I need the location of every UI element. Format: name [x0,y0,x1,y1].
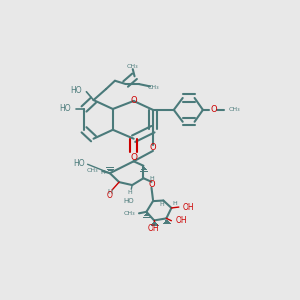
Text: O: O [150,143,156,152]
Text: H: H [160,202,164,207]
Text: O: O [130,153,137,162]
Text: OH: OH [175,216,187,225]
Text: OH: OH [183,202,194,211]
Text: CH₃: CH₃ [228,107,240,112]
Text: O: O [210,105,217,114]
Text: H: H [172,201,177,206]
Text: O: O [107,191,113,200]
Text: O: O [130,97,137,106]
Text: O: O [148,180,155,189]
Text: CH₃: CH₃ [126,64,138,69]
Text: H: H [101,170,105,175]
Text: H: H [107,189,112,195]
Text: OH: OH [147,224,159,233]
Text: HO: HO [123,197,134,203]
Text: HO: HO [60,104,71,113]
Text: HO: HO [73,159,85,168]
Text: CH₃: CH₃ [86,168,98,173]
Text: H: H [149,176,154,181]
Text: H: H [128,190,132,195]
Text: CH₃: CH₃ [148,85,160,90]
Text: CH₃: CH₃ [124,212,135,216]
Text: HO: HO [70,86,82,95]
